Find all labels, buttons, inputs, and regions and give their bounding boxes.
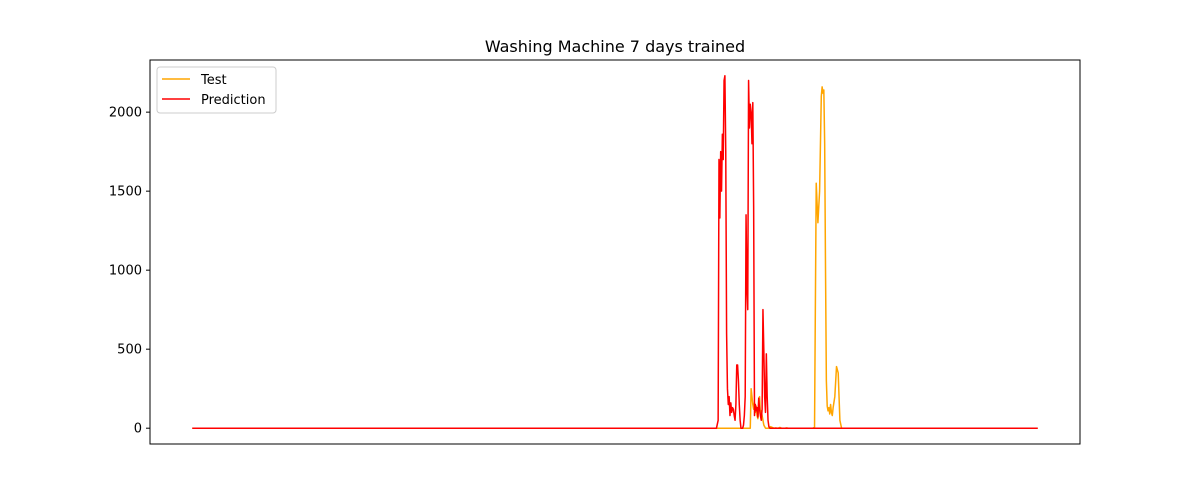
y-tick-label: 1500	[109, 185, 142, 200]
y-tick-label: 0	[134, 422, 142, 437]
axes-frame	[149, 59, 1081, 445]
y-axis: 0 500 1000 1500 2000	[109, 106, 150, 437]
y-tick-label: 1000	[109, 264, 142, 279]
legend: Test Prediction	[156, 66, 277, 114]
legend-label-test: Test	[200, 73, 227, 88]
series-line-prediction	[192, 75, 1038, 429]
legend-label-prediction: Prediction	[201, 93, 266, 108]
y-tick-label: 500	[117, 343, 142, 358]
y-tick-label: 2000	[109, 106, 142, 121]
series-layer	[192, 75, 1038, 429]
chart-title: Washing Machine 7 days trained	[485, 37, 745, 56]
